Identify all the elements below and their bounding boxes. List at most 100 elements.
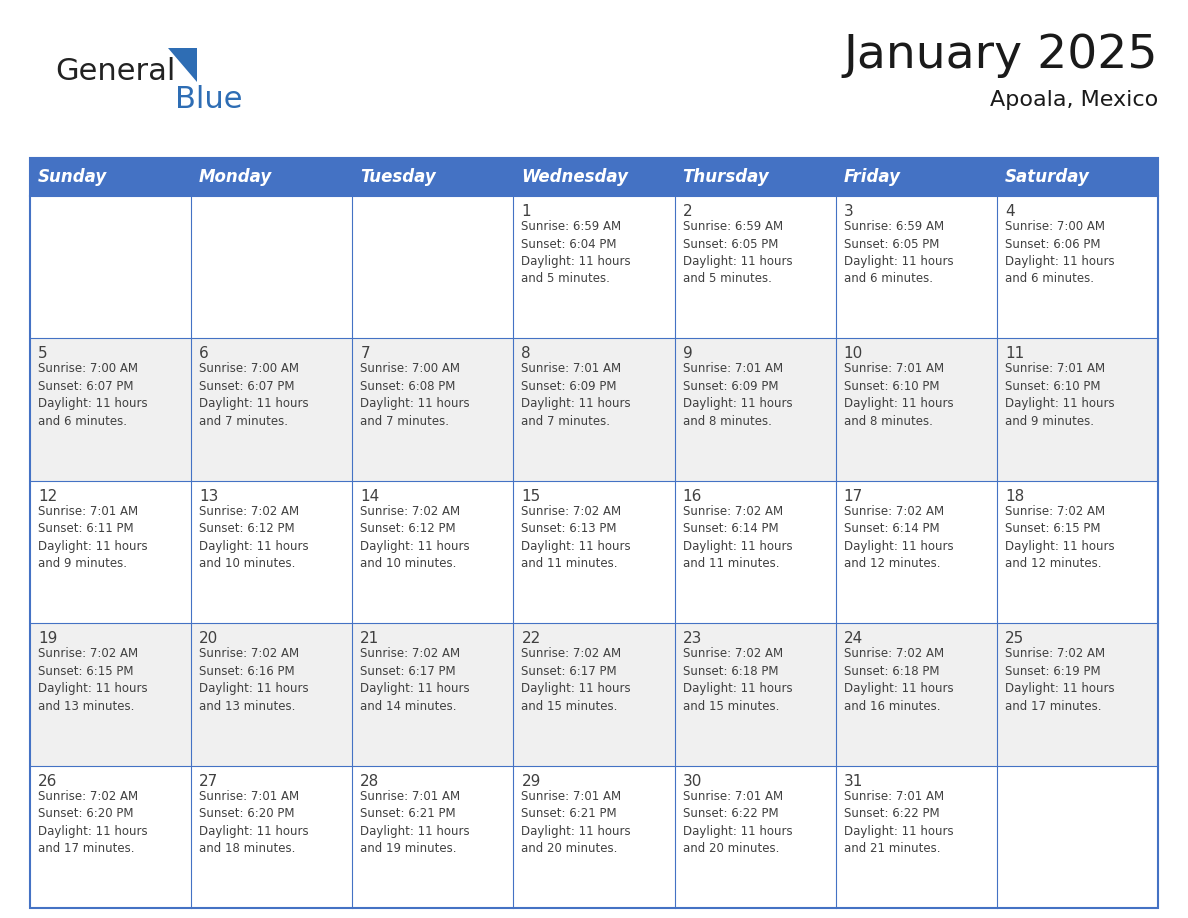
- Text: 2: 2: [683, 204, 693, 219]
- Text: Sunrise: 7:01 AM
Sunset: 6:09 PM
Daylight: 11 hours
and 7 minutes.: Sunrise: 7:01 AM Sunset: 6:09 PM Dayligh…: [522, 363, 631, 428]
- Bar: [513, 481, 675, 623]
- Text: Sunrise: 6:59 AM
Sunset: 6:05 PM
Daylight: 11 hours
and 5 minutes.: Sunrise: 6:59 AM Sunset: 6:05 PM Dayligh…: [683, 220, 792, 285]
- Text: 21: 21: [360, 632, 379, 646]
- Text: 10: 10: [843, 346, 862, 362]
- Text: Sunrise: 7:00 AM
Sunset: 6:06 PM
Daylight: 11 hours
and 6 minutes.: Sunrise: 7:00 AM Sunset: 6:06 PM Dayligh…: [1005, 220, 1114, 285]
- Text: Sunrise: 7:02 AM
Sunset: 6:13 PM
Daylight: 11 hours
and 11 minutes.: Sunrise: 7:02 AM Sunset: 6:13 PM Dayligh…: [522, 505, 631, 570]
- Bar: [997, 196, 1158, 339]
- Bar: [353, 339, 513, 481]
- Text: Thursday: Thursday: [683, 168, 770, 186]
- Bar: [513, 623, 675, 766]
- Text: 23: 23: [683, 632, 702, 646]
- Bar: [835, 158, 997, 196]
- Text: Sunrise: 7:01 AM
Sunset: 6:21 PM
Daylight: 11 hours
and 20 minutes.: Sunrise: 7:01 AM Sunset: 6:21 PM Dayligh…: [522, 789, 631, 855]
- Text: Sunrise: 7:01 AM
Sunset: 6:09 PM
Daylight: 11 hours
and 8 minutes.: Sunrise: 7:01 AM Sunset: 6:09 PM Dayligh…: [683, 363, 792, 428]
- Bar: [30, 623, 191, 766]
- Text: 6: 6: [200, 346, 209, 362]
- Text: 11: 11: [1005, 346, 1024, 362]
- Text: Sunrise: 7:02 AM
Sunset: 6:15 PM
Daylight: 11 hours
and 13 minutes.: Sunrise: 7:02 AM Sunset: 6:15 PM Dayligh…: [38, 647, 147, 712]
- Text: Sunrise: 7:01 AM
Sunset: 6:20 PM
Daylight: 11 hours
and 18 minutes.: Sunrise: 7:01 AM Sunset: 6:20 PM Dayligh…: [200, 789, 309, 855]
- Text: 22: 22: [522, 632, 541, 646]
- Text: 30: 30: [683, 774, 702, 789]
- Text: Sunrise: 7:02 AM
Sunset: 6:18 PM
Daylight: 11 hours
and 15 minutes.: Sunrise: 7:02 AM Sunset: 6:18 PM Dayligh…: [683, 647, 792, 712]
- Text: 19: 19: [38, 632, 57, 646]
- Bar: [30, 766, 191, 908]
- Text: 5: 5: [38, 346, 48, 362]
- Text: 17: 17: [843, 488, 862, 504]
- Text: 14: 14: [360, 488, 379, 504]
- Text: 4: 4: [1005, 204, 1015, 219]
- Text: 29: 29: [522, 774, 541, 789]
- Text: Sunrise: 7:02 AM
Sunset: 6:12 PM
Daylight: 11 hours
and 10 minutes.: Sunrise: 7:02 AM Sunset: 6:12 PM Dayligh…: [360, 505, 470, 570]
- Text: 16: 16: [683, 488, 702, 504]
- Text: Monday: Monday: [200, 168, 272, 186]
- Bar: [997, 481, 1158, 623]
- Text: Sunrise: 6:59 AM
Sunset: 6:05 PM
Daylight: 11 hours
and 6 minutes.: Sunrise: 6:59 AM Sunset: 6:05 PM Dayligh…: [843, 220, 953, 285]
- Bar: [513, 196, 675, 339]
- Bar: [353, 766, 513, 908]
- Bar: [191, 196, 353, 339]
- Text: General: General: [55, 58, 176, 86]
- Bar: [835, 623, 997, 766]
- Polygon shape: [168, 48, 197, 82]
- Bar: [30, 196, 191, 339]
- Text: Sunrise: 7:01 AM
Sunset: 6:21 PM
Daylight: 11 hours
and 19 minutes.: Sunrise: 7:01 AM Sunset: 6:21 PM Dayligh…: [360, 789, 470, 855]
- Text: Sunrise: 6:59 AM
Sunset: 6:04 PM
Daylight: 11 hours
and 5 minutes.: Sunrise: 6:59 AM Sunset: 6:04 PM Dayligh…: [522, 220, 631, 285]
- Bar: [353, 196, 513, 339]
- Text: 24: 24: [843, 632, 862, 646]
- Bar: [191, 158, 353, 196]
- Bar: [513, 339, 675, 481]
- Bar: [353, 158, 513, 196]
- Text: Sunrise: 7:00 AM
Sunset: 6:07 PM
Daylight: 11 hours
and 7 minutes.: Sunrise: 7:00 AM Sunset: 6:07 PM Dayligh…: [200, 363, 309, 428]
- Bar: [30, 481, 191, 623]
- Text: Sunrise: 7:00 AM
Sunset: 6:08 PM
Daylight: 11 hours
and 7 minutes.: Sunrise: 7:00 AM Sunset: 6:08 PM Dayligh…: [360, 363, 470, 428]
- Text: Sunrise: 7:02 AM
Sunset: 6:12 PM
Daylight: 11 hours
and 10 minutes.: Sunrise: 7:02 AM Sunset: 6:12 PM Dayligh…: [200, 505, 309, 570]
- Bar: [675, 623, 835, 766]
- Text: Sunrise: 7:00 AM
Sunset: 6:07 PM
Daylight: 11 hours
and 6 minutes.: Sunrise: 7:00 AM Sunset: 6:07 PM Dayligh…: [38, 363, 147, 428]
- Text: Sunrise: 7:02 AM
Sunset: 6:17 PM
Daylight: 11 hours
and 14 minutes.: Sunrise: 7:02 AM Sunset: 6:17 PM Dayligh…: [360, 647, 470, 712]
- Text: 15: 15: [522, 488, 541, 504]
- Text: Sunrise: 7:02 AM
Sunset: 6:18 PM
Daylight: 11 hours
and 16 minutes.: Sunrise: 7:02 AM Sunset: 6:18 PM Dayligh…: [843, 647, 953, 712]
- Text: Sunrise: 7:02 AM
Sunset: 6:14 PM
Daylight: 11 hours
and 11 minutes.: Sunrise: 7:02 AM Sunset: 6:14 PM Dayligh…: [683, 505, 792, 570]
- Bar: [30, 158, 1158, 908]
- Text: Sunrise: 7:02 AM
Sunset: 6:17 PM
Daylight: 11 hours
and 15 minutes.: Sunrise: 7:02 AM Sunset: 6:17 PM Dayligh…: [522, 647, 631, 712]
- Bar: [835, 196, 997, 339]
- Bar: [997, 766, 1158, 908]
- Bar: [997, 623, 1158, 766]
- Bar: [675, 158, 835, 196]
- Text: 20: 20: [200, 632, 219, 646]
- Bar: [675, 196, 835, 339]
- Text: Blue: Blue: [175, 85, 242, 115]
- Text: 13: 13: [200, 488, 219, 504]
- Text: Apoala, Mexico: Apoala, Mexico: [990, 90, 1158, 110]
- Text: 1: 1: [522, 204, 531, 219]
- Text: Sunrise: 7:02 AM
Sunset: 6:16 PM
Daylight: 11 hours
and 13 minutes.: Sunrise: 7:02 AM Sunset: 6:16 PM Dayligh…: [200, 647, 309, 712]
- Text: Sunrise: 7:01 AM
Sunset: 6:10 PM
Daylight: 11 hours
and 9 minutes.: Sunrise: 7:01 AM Sunset: 6:10 PM Dayligh…: [1005, 363, 1114, 428]
- Bar: [191, 481, 353, 623]
- Bar: [835, 339, 997, 481]
- Text: Saturday: Saturday: [1005, 168, 1089, 186]
- Text: 31: 31: [843, 774, 864, 789]
- Bar: [353, 623, 513, 766]
- Bar: [513, 766, 675, 908]
- Text: January 2025: January 2025: [843, 32, 1158, 77]
- Text: Tuesday: Tuesday: [360, 168, 436, 186]
- Bar: [30, 158, 191, 196]
- Bar: [997, 339, 1158, 481]
- Bar: [513, 158, 675, 196]
- Text: Sunrise: 7:02 AM
Sunset: 6:20 PM
Daylight: 11 hours
and 17 minutes.: Sunrise: 7:02 AM Sunset: 6:20 PM Dayligh…: [38, 789, 147, 855]
- Text: Sunrise: 7:01 AM
Sunset: 6:22 PM
Daylight: 11 hours
and 21 minutes.: Sunrise: 7:01 AM Sunset: 6:22 PM Dayligh…: [843, 789, 953, 855]
- Text: 26: 26: [38, 774, 57, 789]
- Text: Sunrise: 7:01 AM
Sunset: 6:10 PM
Daylight: 11 hours
and 8 minutes.: Sunrise: 7:01 AM Sunset: 6:10 PM Dayligh…: [843, 363, 953, 428]
- Text: 3: 3: [843, 204, 853, 219]
- Text: 9: 9: [683, 346, 693, 362]
- Text: Friday: Friday: [843, 168, 901, 186]
- Text: Sunrise: 7:02 AM
Sunset: 6:14 PM
Daylight: 11 hours
and 12 minutes.: Sunrise: 7:02 AM Sunset: 6:14 PM Dayligh…: [843, 505, 953, 570]
- Text: Sunrise: 7:01 AM
Sunset: 6:22 PM
Daylight: 11 hours
and 20 minutes.: Sunrise: 7:01 AM Sunset: 6:22 PM Dayligh…: [683, 789, 792, 855]
- Bar: [675, 766, 835, 908]
- Text: Sunrise: 7:02 AM
Sunset: 6:15 PM
Daylight: 11 hours
and 12 minutes.: Sunrise: 7:02 AM Sunset: 6:15 PM Dayligh…: [1005, 505, 1114, 570]
- Bar: [353, 481, 513, 623]
- Text: Sunday: Sunday: [38, 168, 107, 186]
- Text: 8: 8: [522, 346, 531, 362]
- Text: 25: 25: [1005, 632, 1024, 646]
